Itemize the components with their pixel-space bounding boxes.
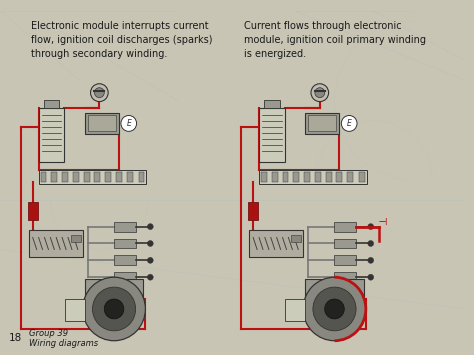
Bar [85,113,119,134]
Bar [38,170,146,184]
Circle shape [311,84,328,102]
Circle shape [91,84,108,102]
Bar [88,115,116,131]
Bar [261,172,267,182]
Bar [335,222,356,231]
Circle shape [121,115,137,131]
Text: 18: 18 [9,333,22,343]
Text: Current flows through electronic
module, ignition coil primary winding
is energi: Current flows through electronic module,… [245,21,426,59]
Bar [283,172,289,182]
Circle shape [147,257,153,263]
Text: Group 39: Group 39 [29,329,68,338]
Bar [347,172,353,182]
Circle shape [92,287,136,331]
Circle shape [368,257,374,263]
Bar [249,230,303,257]
Bar [285,299,305,321]
Bar [84,172,90,182]
Bar [29,230,82,257]
Bar [51,172,57,182]
Bar [335,255,356,265]
Circle shape [94,88,104,98]
Circle shape [368,240,374,246]
Bar [44,100,59,108]
Bar [326,172,331,182]
Bar [71,235,81,242]
Circle shape [303,277,366,341]
Circle shape [368,274,374,280]
Circle shape [315,88,325,98]
Bar [65,299,85,321]
Bar [305,113,339,134]
Bar [85,279,144,299]
Text: —|: —| [379,218,388,225]
Bar [127,172,133,182]
Bar [335,272,356,282]
Bar [337,172,342,182]
Bar [138,172,145,182]
Text: Wiring diagrams: Wiring diagrams [29,339,98,348]
Bar [62,172,68,182]
Circle shape [368,224,374,230]
Circle shape [147,240,153,246]
Bar [28,202,37,220]
Bar [293,172,299,182]
Text: Electronic module interrupts current
flow, ignition coil discharges (sparks)
thr: Electronic module interrupts current flo… [31,21,212,59]
Bar [114,239,136,248]
Bar [292,235,301,242]
Bar [264,100,280,108]
Bar [304,172,310,182]
Circle shape [82,277,146,341]
Text: E: E [126,119,131,128]
Bar [335,239,356,248]
Bar [73,172,79,182]
Bar [114,222,136,231]
Bar [41,172,46,182]
Circle shape [104,299,124,319]
Bar [105,172,111,182]
Circle shape [147,224,153,230]
Text: E: E [347,119,352,128]
Circle shape [325,299,344,319]
Bar [308,115,337,131]
Bar [259,108,284,162]
Circle shape [313,287,356,331]
Bar [114,255,136,265]
Bar [114,272,136,282]
Bar [259,170,367,184]
Bar [38,108,64,162]
Bar [272,172,278,182]
Circle shape [341,115,357,131]
Bar [116,172,122,182]
Bar [315,172,321,182]
Bar [248,202,258,220]
Bar [359,172,365,182]
Circle shape [147,274,153,280]
Bar [305,279,364,299]
Bar [94,172,100,182]
